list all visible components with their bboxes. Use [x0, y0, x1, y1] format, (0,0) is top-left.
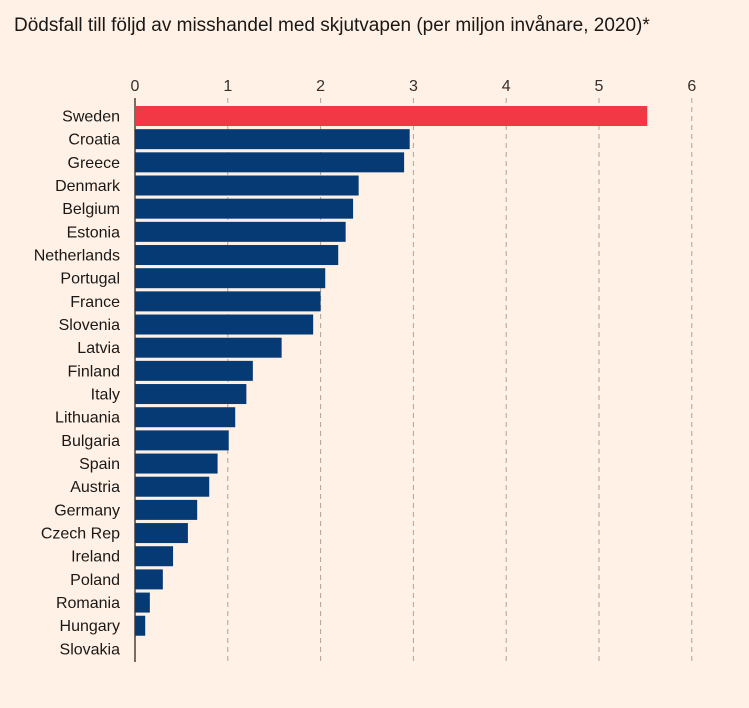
category-label: Croatia: [68, 132, 120, 149]
x-tick-label: 6: [687, 78, 696, 95]
bar-portugal: [135, 268, 326, 289]
bar-greece: [135, 152, 405, 173]
category-label: Denmark: [55, 178, 121, 195]
category-label: Portugal: [60, 271, 120, 288]
bar-spain: [135, 453, 218, 474]
bar-poland: [135, 569, 163, 590]
category-label: Romania: [56, 595, 120, 612]
bar-czech-rep: [135, 523, 188, 544]
category-label: Czech Rep: [41, 526, 120, 543]
category-labels: Sweden Croatia Greece Denmark Belgium Estonia…: [34, 109, 121, 659]
bar-ireland: [135, 546, 174, 567]
category-label: Estonia: [67, 224, 120, 241]
bar-italy: [135, 384, 247, 405]
bar-germany: [135, 499, 198, 520]
x-axis-ticks: 0 1 2 3 4 5 6: [131, 78, 697, 95]
category-label: Lithuania: [55, 410, 120, 427]
x-tick-label: 1: [223, 78, 232, 95]
bar-lithuania: [135, 407, 236, 428]
x-tick-label: 2: [316, 78, 325, 95]
bar-estonia: [135, 221, 346, 242]
bar-hungary: [135, 615, 146, 636]
bar-croatia: [135, 129, 410, 150]
bar-sweden: [135, 106, 648, 126]
bar-slovenia: [135, 314, 314, 335]
category-label: Poland: [70, 572, 120, 589]
bar-belgium: [135, 198, 354, 219]
category-label: Slovakia: [60, 641, 121, 658]
category-label: Spain: [79, 456, 120, 473]
category-label: Sweden: [62, 109, 120, 126]
chart-title: Dödsfall till följd av misshandel med sk…: [14, 15, 650, 36]
category-label: Greece: [68, 155, 121, 172]
bar-latvia: [135, 337, 282, 358]
category-label: Ireland: [71, 549, 120, 566]
category-label: Finland: [68, 363, 120, 380]
category-label: Bulgaria: [61, 433, 120, 450]
category-label: Netherlands: [34, 248, 120, 265]
bar-bulgaria: [135, 430, 229, 451]
category-label: Slovenia: [59, 317, 120, 334]
category-label: Hungary: [60, 618, 120, 635]
bar-netherlands: [135, 245, 339, 266]
category-label: Latvia: [77, 340, 120, 357]
category-label: Germany: [54, 502, 120, 519]
category-label: Belgium: [62, 201, 120, 218]
category-label: France: [70, 294, 120, 311]
category-label: Austria: [70, 479, 120, 496]
bar-france: [135, 291, 321, 312]
x-tick-label: 4: [502, 78, 511, 95]
x-tick-label: 0: [131, 78, 140, 95]
bar-austria: [135, 476, 210, 497]
x-tick-label: 3: [409, 78, 418, 95]
category-label: Italy: [91, 387, 120, 404]
bar-romania: [135, 592, 150, 613]
x-tick-label: 5: [595, 78, 604, 95]
bar-denmark: [135, 175, 359, 196]
bars: [135, 106, 648, 636]
bar-finland: [135, 360, 253, 381]
